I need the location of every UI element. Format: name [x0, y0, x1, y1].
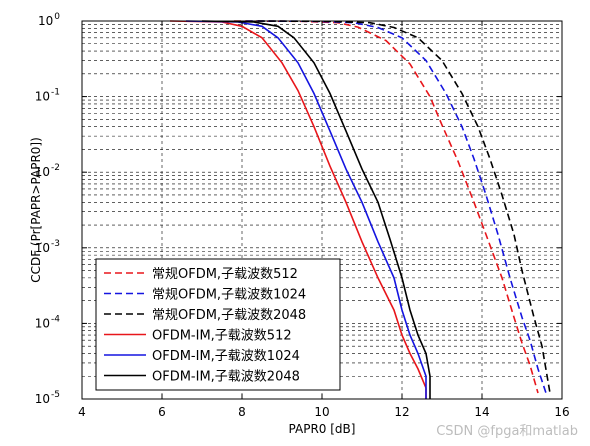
x-tick-label: 10	[314, 405, 329, 419]
legend-entry-label: OFDM-IM,子载波数1024	[152, 349, 300, 364]
legend-entry-label: 常规OFDM,子载波数1024	[152, 288, 306, 303]
y-tick-exponent: 0	[54, 12, 60, 22]
legend-entry-label: 常规OFDM,子载波数2048	[152, 308, 306, 323]
y-tick-exponent: -5	[51, 390, 60, 400]
y-tick-label: 10-1	[35, 88, 60, 104]
y-tick-label: 10-4	[35, 314, 61, 330]
series-line-6	[201, 20, 431, 399]
x-tick-label: 16	[554, 405, 569, 419]
y-tick-exponent: -2	[51, 163, 60, 173]
legend-entry-label: 常规OFDM,子载波数512	[152, 267, 298, 282]
y-tick-exponent: -4	[51, 314, 60, 324]
series-line-1	[233, 20, 539, 394]
x-tick-label: 8	[238, 405, 246, 419]
y-tick-exponent: -3	[51, 239, 60, 249]
series-line-5	[185, 20, 427, 399]
series-line-2	[245, 20, 547, 394]
y-axis-label: CCDF (Pr[PAPR>PAPR0])	[29, 137, 43, 283]
y-tick-label: 100	[38, 12, 60, 28]
series-layer	[169, 20, 551, 399]
y-tick-label: 10-5	[35, 390, 60, 406]
y-tick-exponent: -1	[51, 88, 60, 98]
watermark-text: CSDN @fpga和matlab	[436, 424, 578, 439]
legend-box	[95, 258, 341, 391]
x-tick-label: 14	[474, 405, 489, 419]
legend-entry-label: OFDM-IM,子载波数512	[152, 329, 292, 344]
series-line-4	[169, 20, 427, 399]
legend: 常规OFDM,子载波数512 常规OFDM,子载波数1024 常规OFDM,子载波数…	[95, 258, 341, 391]
x-tick-label: 4	[78, 405, 86, 419]
x-tick-label: 12	[394, 405, 409, 419]
series-line-3	[257, 20, 551, 394]
x-axis-label: PAPR0 [dB]	[289, 422, 356, 436]
legend-entry-label: OFDM-IM,子载波数2048	[152, 370, 300, 385]
x-tick-label: 6	[158, 405, 166, 419]
